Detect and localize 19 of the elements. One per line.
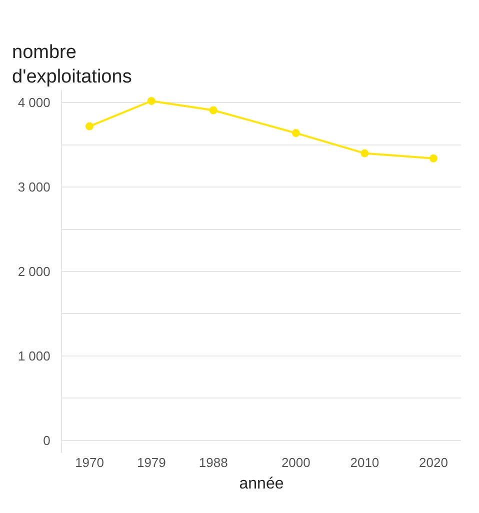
- x-axis-title: année: [239, 476, 284, 493]
- y-axis-title: nombre d'exploitations: [12, 42, 132, 88]
- y-tick-label: 3 000: [18, 180, 50, 195]
- y-tick-label: 1 000: [18, 348, 50, 364]
- point: [147, 96, 156, 105]
- x-tick-label: 1979: [136, 455, 166, 470]
- point: [360, 149, 369, 158]
- point: [429, 154, 438, 162]
- y-tick-label: 0: [43, 432, 50, 448]
- point: [86, 122, 94, 130]
- y-tick-label: 2 000: [18, 264, 50, 280]
- y-tick-label: 4 000: [18, 95, 50, 110]
- x-tick-label: 2000: [281, 455, 310, 470]
- x-tick-label: 1988: [198, 455, 228, 470]
- x-tick-label: 2010: [350, 455, 380, 470]
- point: [209, 106, 218, 114]
- point: [292, 129, 300, 138]
- x-tick-label: 1970: [75, 455, 104, 470]
- x-tick-label: 2020: [419, 455, 448, 470]
